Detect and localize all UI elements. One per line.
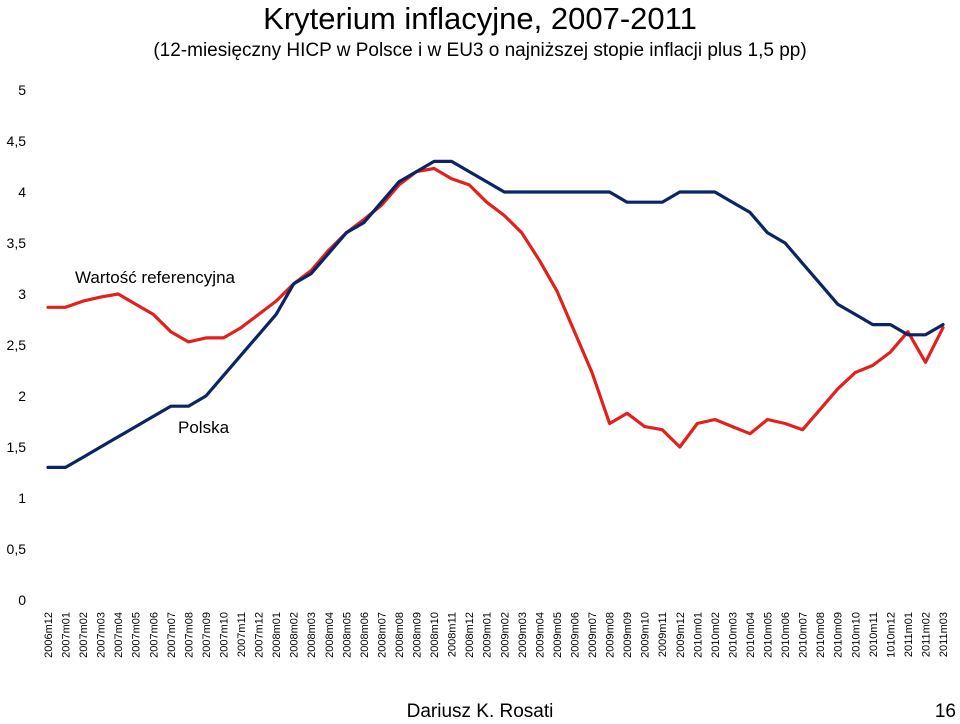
x-tick-label: 2007m03 [96, 612, 108, 658]
x-tick-label: 2010m04 [745, 612, 757, 658]
x-tick-label: 2009m08 [605, 612, 617, 658]
x-tick-label: 1010m12 [885, 612, 897, 658]
x-tick-label: 2008m12 [464, 612, 476, 658]
x-tick-label: 2009m03 [517, 612, 529, 658]
x-tick-label: 2011m02 [920, 612, 932, 657]
footer-author: Dariusz K. Rosati [406, 701, 554, 722]
x-tick-label: 2010m09 [833, 612, 845, 658]
x-tick-label: 2007m06 [148, 612, 160, 658]
y-tick-label: 2 [18, 388, 26, 404]
x-tick-label: 2011m01 [903, 612, 915, 657]
x-tick-label: 2007m12 [254, 612, 266, 658]
x-tick-label: 2008m08 [394, 612, 406, 658]
y-axis-labels: 0 0,5 1 1,5 2 2,5 3 3,5 4 4,5 5 [7, 82, 27, 608]
x-tick-label: 2008m03 [306, 612, 318, 658]
x-tick-label: 2007m02 [78, 612, 90, 658]
x-tick-label: 2010m03 [727, 612, 739, 658]
chart-title: Kryterium inflacyjne, 2007-2011 [263, 1, 697, 36]
x-tick-label: 2007m01 [61, 612, 73, 658]
chart-subtitle: (12-miesięczny HICP w Polsce i w EU3 o n… [153, 40, 807, 61]
x-tick-label: 2009m09 [622, 612, 634, 658]
x-tick-label: 2006m12 [43, 612, 55, 658]
x-tick-label: 2010m08 [815, 612, 827, 658]
x-tick-label: 2010m01 [692, 612, 704, 658]
x-tick-label: 2010m07 [798, 612, 810, 658]
y-tick-label: 0,5 [7, 541, 27, 557]
x-tick-label: 2008m05 [341, 612, 353, 658]
x-tick-label: 2009m06 [569, 612, 581, 658]
y-tick-label: 4 [18, 184, 26, 200]
x-tick-label: 2009m04 [534, 612, 546, 658]
y-tick-label: 3 [18, 286, 26, 302]
x-tick-label: 2010m06 [780, 612, 792, 658]
x-tick-label: 2007m10 [218, 612, 230, 658]
x-tick-label: 2008m04 [324, 612, 336, 658]
y-tick-label: 1 [18, 490, 26, 506]
x-tick-label: 2010m02 [710, 612, 722, 658]
series-label-poland: Polska [178, 418, 230, 437]
page-number: 16 [934, 701, 956, 722]
x-tick-label: 2010m05 [763, 612, 775, 658]
series-line-reference-value [46, 166, 945, 449]
x-tick-label: 2009m05 [552, 612, 564, 658]
series-lines [46, 159, 945, 469]
x-tick-label: 2008m06 [359, 612, 371, 658]
series-label-reference-value: Wartość referencyjna [75, 268, 236, 287]
x-axis-labels: 2006m12 2007m01 2007m02 2007m03 2007m04 2007m… [43, 612, 950, 658]
x-tick-label: 2009m07 [587, 612, 599, 658]
x-tick-label: 2007m05 [131, 612, 143, 658]
x-tick-label: 2007m08 [183, 612, 195, 658]
x-tick-label: 2007m07 [166, 612, 178, 658]
x-tick-label: 2009m01 [482, 612, 494, 658]
x-tick-label: 2008m01 [271, 612, 283, 658]
y-tick-label: 2,5 [7, 337, 27, 353]
y-tick-label: 4,5 [7, 133, 27, 149]
x-tick-label: 2008m09 [412, 612, 424, 658]
y-tick-label: 3,5 [7, 235, 27, 251]
x-tick-label: 2008m11 [447, 612, 459, 657]
x-tick-label: 2011m03 [938, 612, 950, 657]
x-tick-label: 2010m10 [850, 612, 862, 658]
x-tick-label: 2007m11 [236, 612, 248, 657]
x-tick-label: 2008m07 [376, 612, 388, 658]
x-tick-label: 2008m02 [289, 612, 301, 658]
x-tick-label: 2007m04 [113, 612, 125, 658]
series-line-poland [46, 159, 945, 469]
y-tick-label: 1,5 [7, 439, 27, 455]
x-tick-label: 2009m10 [640, 612, 652, 658]
x-tick-label: 2007m09 [201, 612, 213, 658]
y-tick-label: 5 [18, 82, 26, 98]
x-tick-label: 2010m11 [868, 612, 880, 657]
x-tick-label: 2009m02 [499, 612, 511, 658]
x-tick-label: 2009m11 [657, 612, 669, 657]
y-tick-label: 0 [18, 592, 26, 608]
x-tick-label: 2009m12 [675, 612, 687, 658]
x-tick-label: 2008m10 [429, 612, 441, 658]
